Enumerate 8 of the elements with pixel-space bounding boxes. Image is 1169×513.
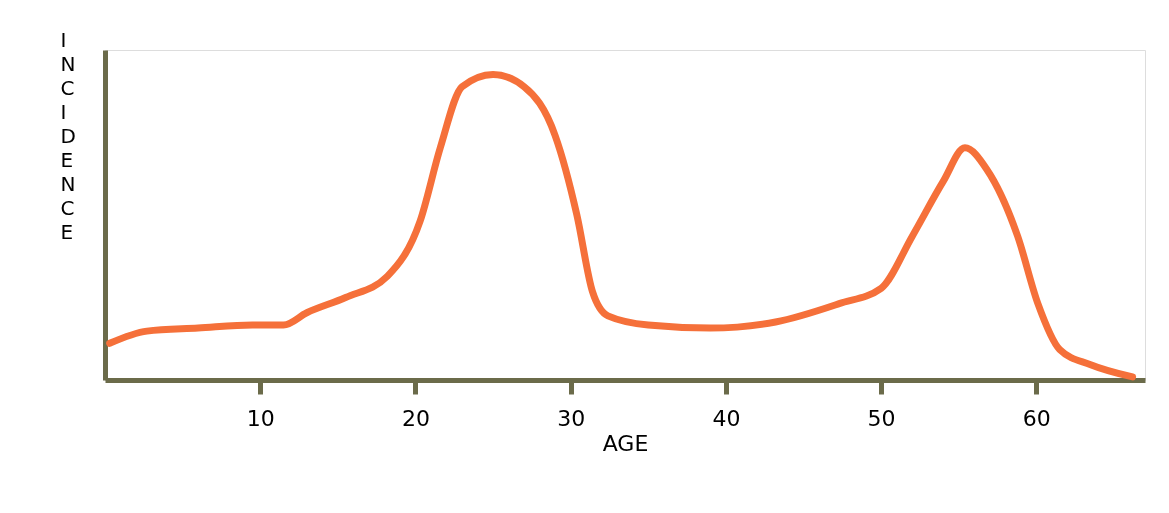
x-tick-label: 40 [712, 405, 741, 431]
text: INCIDENCE [60, 27, 76, 244]
x-axis-title: AGE [602, 430, 649, 456]
x-tick-label: 10 [246, 405, 275, 431]
x-tick-label: 50 [867, 405, 896, 431]
x-tick-label: 20 [401, 405, 430, 431]
x-tick-label: 30 [557, 405, 586, 431]
x-tick-label: 60 [1022, 405, 1051, 431]
